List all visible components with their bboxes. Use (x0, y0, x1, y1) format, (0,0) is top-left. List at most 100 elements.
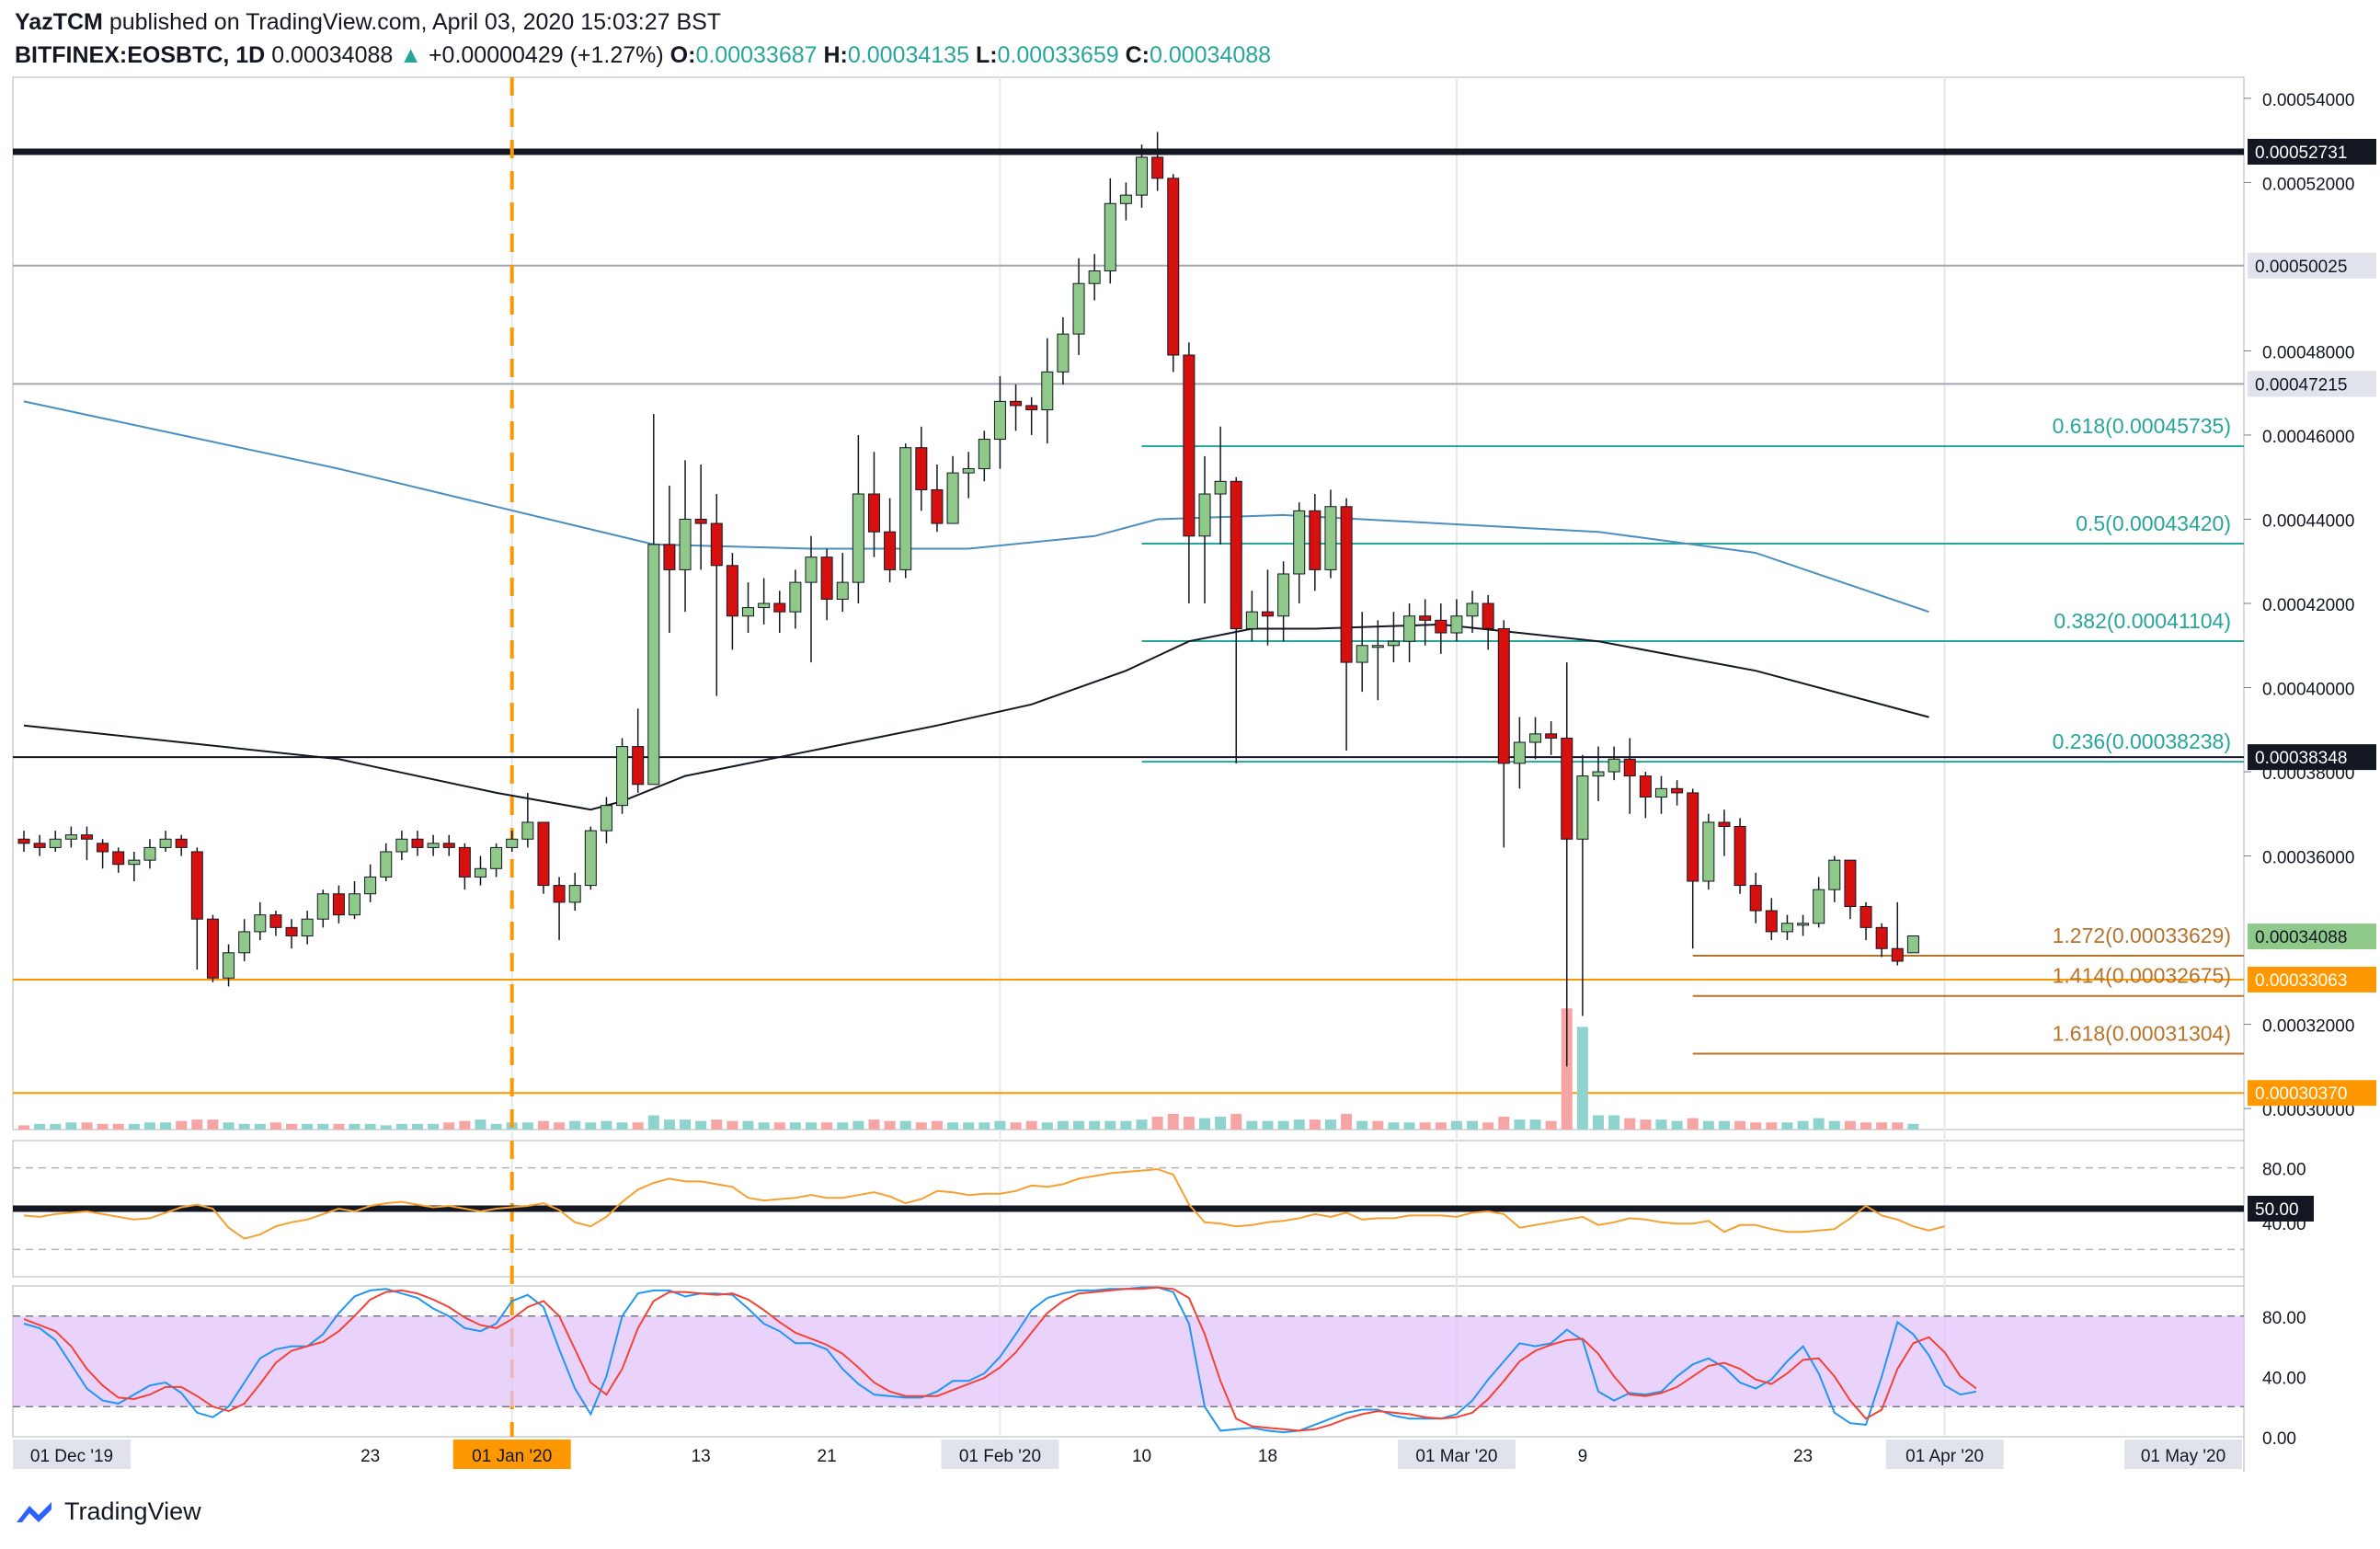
volume-bar (994, 1120, 1006, 1130)
volume-bar (1561, 1008, 1573, 1130)
candle-body (1561, 737, 1573, 840)
volume-bar (978, 1122, 990, 1130)
volume-bar (1576, 1027, 1588, 1130)
candle-body (380, 851, 393, 878)
volume-bar (1482, 1122, 1494, 1130)
volume-bar (1419, 1122, 1431, 1130)
horizontal-level-label: 0.00047215 (2255, 375, 2347, 395)
low-value: 0.00033659 (997, 42, 1119, 68)
volume-bar (1766, 1122, 1778, 1130)
candle-body (143, 846, 156, 861)
candle-body (1482, 602, 1494, 629)
horizontal-level-label: 0.00033063 (2255, 971, 2347, 991)
time-axis-label: 01 Jan '20 (472, 1447, 552, 1466)
price-axis: 0.00054000 0.00052000 0.00048000 0.00046000… (2244, 91, 2354, 1120)
candle-body (1765, 910, 1778, 933)
candle-body (1529, 733, 1542, 743)
volume-bar (1797, 1120, 1809, 1130)
candle-body (568, 885, 581, 903)
open-label: O: (669, 42, 696, 68)
candle-body (1513, 741, 1526, 764)
candle-body (1497, 627, 1510, 764)
time-axis-label: 01 Mar '20 (1415, 1447, 1497, 1466)
candle-body (1749, 885, 1762, 912)
volume-bar (758, 1122, 770, 1130)
volume-bar (254, 1123, 266, 1130)
candle-body (852, 493, 864, 583)
volume-bar (569, 1120, 581, 1130)
up-arrow-icon: ▲ (399, 42, 422, 68)
candle-body (1041, 371, 1054, 411)
time-axis-label: 01 Dec '19 (30, 1447, 113, 1466)
candle-body (238, 931, 251, 954)
volume-bar (97, 1123, 109, 1130)
candle-body (1387, 640, 1400, 647)
stoch-d-line (23, 1286, 1977, 1432)
candle-body (1104, 202, 1116, 271)
candle-body (1466, 602, 1479, 617)
stoch-tick-label: 0.00 (2262, 1429, 2296, 1449)
candle-body (1828, 859, 1841, 890)
candle-body (1435, 619, 1447, 634)
candle-body (1309, 510, 1322, 570)
volume-bar (143, 1122, 155, 1130)
rsi-tick-label: 40.00 (2262, 1215, 2306, 1234)
extension-level-label: 1.272(0.00033629) (2053, 924, 2231, 947)
price-tick-label: 0.00044000 (2262, 511, 2354, 531)
volume-bar (128, 1123, 140, 1130)
volume-bar (412, 1123, 423, 1130)
volume-bar (711, 1119, 723, 1130)
volume-bar (1844, 1120, 1856, 1130)
close-label: C: (1125, 42, 1150, 68)
volume-bar (1089, 1120, 1101, 1130)
volume-bar (1750, 1122, 1762, 1130)
volume-bar (50, 1123, 62, 1130)
volume-bar (727, 1120, 738, 1130)
candle-body (962, 468, 975, 474)
volume-bar (18, 1125, 29, 1130)
rsi-50-label: 50.00 (2255, 1200, 2299, 1220)
volume-bar (915, 1122, 927, 1130)
time-axis-label: 9 (1578, 1447, 1588, 1466)
candle-body (742, 607, 755, 617)
author-name[interactable]: YazTCM (15, 9, 103, 35)
volume-bar (1734, 1120, 1746, 1130)
candle-body (1623, 758, 1636, 777)
candle-body (1167, 178, 1180, 356)
horizontal-level-tag (2248, 252, 2376, 279)
volume-bar (1529, 1119, 1541, 1130)
volume-bar (490, 1123, 502, 1130)
symbol-label[interactable]: BITFINEX:EOSBTC, 1D (15, 42, 266, 68)
volume-bar (1892, 1122, 1904, 1130)
high-value: 0.00034135 (847, 42, 969, 68)
candle-body (1403, 615, 1416, 642)
volume-bar (1215, 1117, 1227, 1130)
candle-body (867, 493, 880, 533)
volume-bar (1230, 1113, 1242, 1130)
candle-body (836, 581, 849, 600)
candle-body (1545, 733, 1558, 739)
candle-body (269, 914, 282, 928)
candle-body (175, 838, 188, 848)
volume-bar (632, 1122, 644, 1130)
candle-body (33, 843, 46, 848)
candle-body (506, 838, 519, 848)
volume-bar (1608, 1115, 1620, 1130)
fib-level-label: 0.618(0.00045735) (2053, 414, 2231, 438)
stoch-tick-label: 40.00 (2262, 1369, 2306, 1388)
volume-bar (176, 1120, 188, 1130)
horizontal-level-tag (2248, 371, 2376, 397)
volume-bar (207, 1119, 219, 1130)
volume-bar (1246, 1120, 1258, 1130)
time-axis-tag (452, 1440, 571, 1469)
candle-body (1025, 405, 1038, 411)
volume-bar (837, 1122, 849, 1130)
candle-body (316, 893, 329, 920)
volume-bar (742, 1120, 754, 1130)
volume-bar (191, 1119, 203, 1130)
candle-body (1639, 775, 1652, 797)
candle-body (537, 821, 550, 887)
volume-bar (428, 1123, 440, 1130)
tradingview-logo[interactable]: TradingView (15, 1497, 201, 1526)
